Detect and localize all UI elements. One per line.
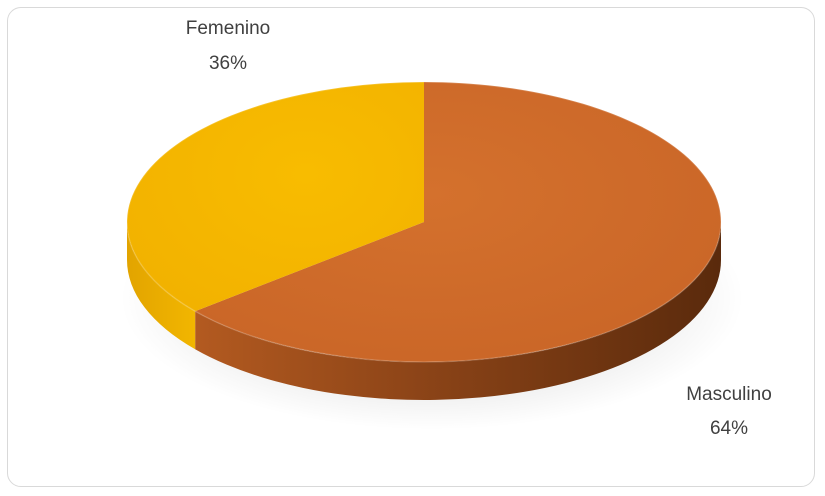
label-masculino-name: Masculino	[686, 384, 772, 405]
pie-side-masculino	[195, 222, 721, 400]
label-femenino-value: 36%	[209, 53, 247, 74]
pie-tops	[126, 81, 722, 363]
pie-sides	[127, 222, 721, 400]
label-femenino-name: Femenino	[186, 18, 271, 39]
label-femenino: Femenino 36%	[186, 18, 271, 74]
pie-rim-highlight	[126, 81, 722, 363]
pie-slice-femenino	[126, 82, 424, 312]
pie-side-femenino	[127, 222, 196, 350]
label-masculino: Masculino 64%	[686, 384, 772, 439]
pie-slice-masculino	[195, 82, 721, 363]
label-masculino-value: 64%	[710, 418, 748, 439]
